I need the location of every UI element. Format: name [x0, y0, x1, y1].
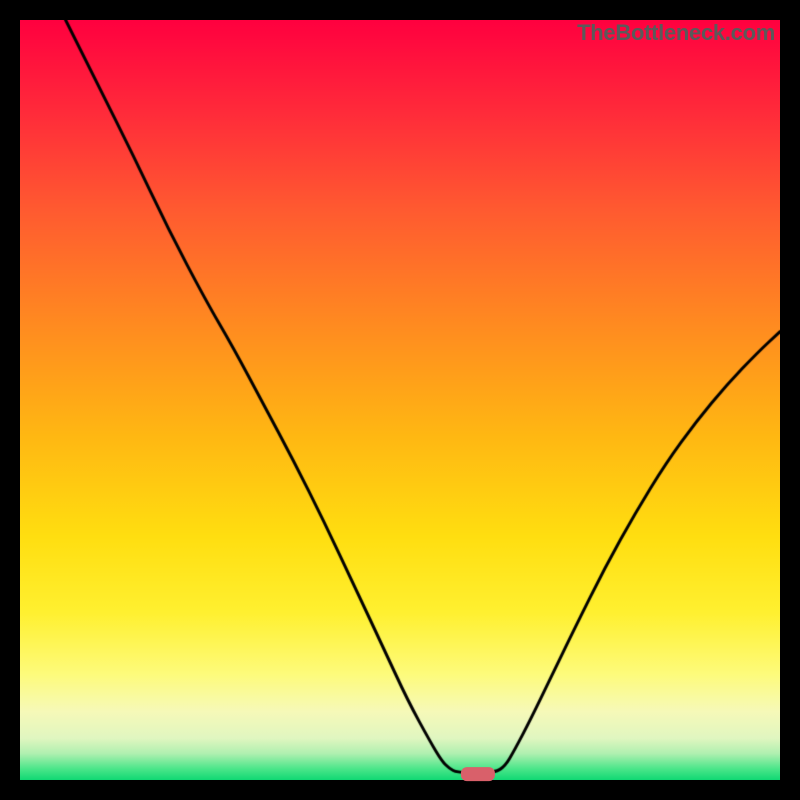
plot-area: TheBottleneck.com — [20, 20, 780, 780]
watermark-text: TheBottleneck.com — [577, 20, 775, 46]
optimal-marker — [460, 767, 494, 781]
bottleneck-curve — [20, 20, 780, 780]
